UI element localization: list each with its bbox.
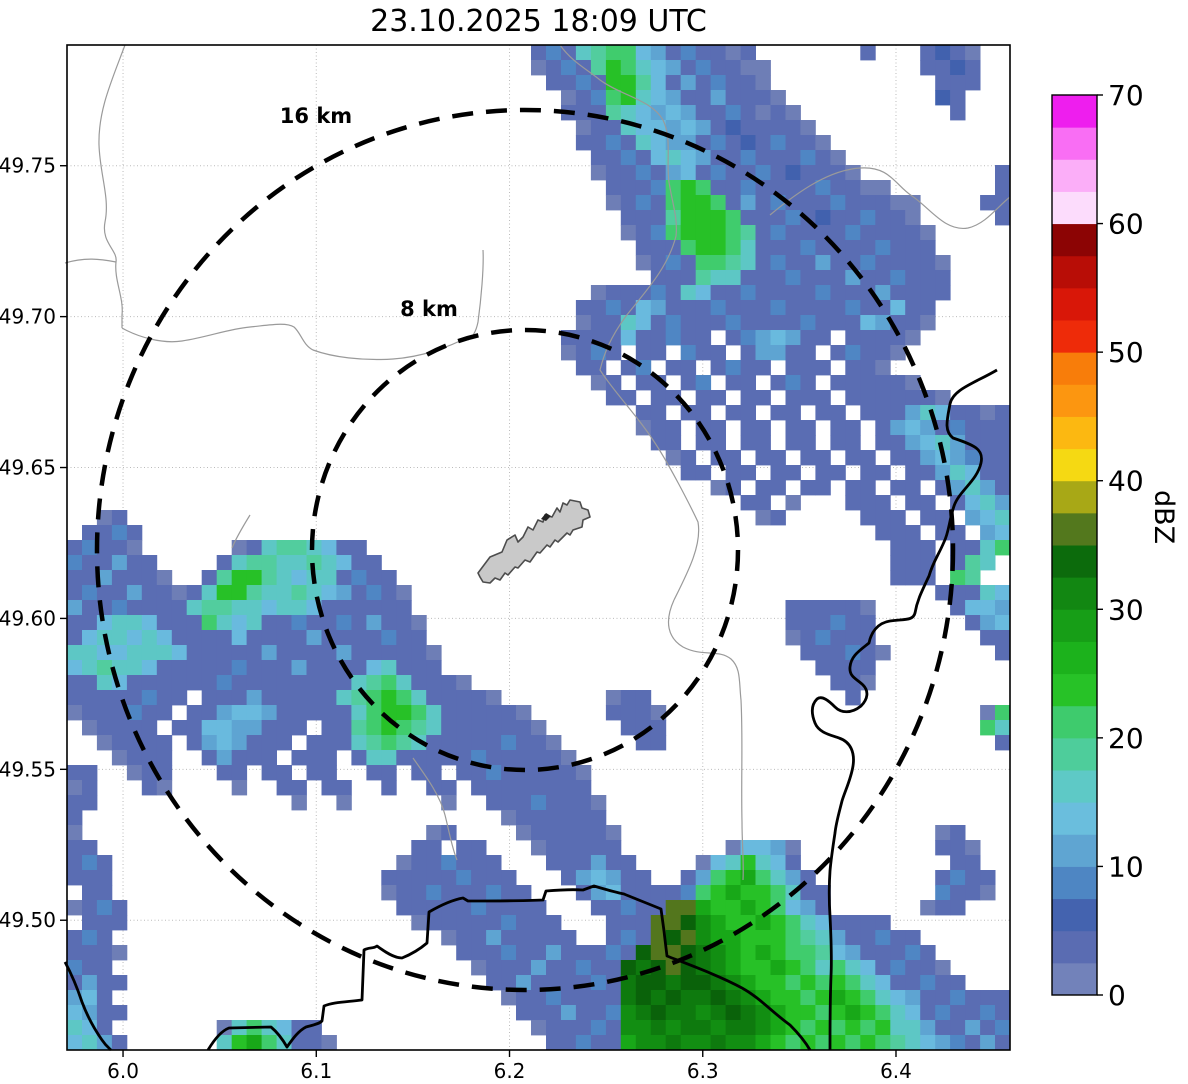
svg-text:49.50: 49.50	[0, 908, 56, 932]
svg-text:6.1: 6.1	[300, 1059, 332, 1083]
svg-text:49.70: 49.70	[0, 305, 56, 329]
range-ring-circles	[94, 107, 956, 993]
svg-text:6.3: 6.3	[687, 1059, 719, 1083]
svg-text:49.60: 49.60	[0, 606, 56, 630]
svg-text:40: 40	[1108, 465, 1144, 498]
svg-text:49.65: 49.65	[0, 456, 56, 480]
svg-text:70: 70	[1108, 79, 1144, 112]
svg-text:30: 30	[1108, 593, 1144, 626]
svg-text:6.2: 6.2	[494, 1059, 526, 1083]
airport-shape	[477, 499, 591, 584]
svg-text:6.4: 6.4	[880, 1059, 912, 1083]
figure-title: 23.10.2025 18:09 UTC	[370, 4, 707, 39]
svg-text:10: 10	[1108, 850, 1144, 883]
svg-text:0: 0	[1108, 979, 1126, 1012]
country-border-lines	[63, 368, 998, 1052]
axes-frame-and-ticks: 6.0 6.1 6.2 6.3 6.4 49.75 49.70 49.65 49.60 49.55…	[0, 44, 1011, 1083]
svg-text:49.75: 49.75	[0, 154, 56, 178]
svg-text:20: 20	[1108, 722, 1144, 755]
range-ring-label-16km: 16 km	[279, 104, 353, 128]
svg-text:60: 60	[1108, 208, 1144, 241]
colorbar-unit-label: dBZ	[1148, 490, 1179, 545]
svg-text:6.0: 6.0	[107, 1059, 139, 1083]
svg-text:50: 50	[1108, 336, 1144, 369]
admin-boundary-lines	[64, 44, 1011, 881]
colorbar: 0 10 20 30 40 50 60 70	[1051, 79, 1144, 1012]
svg-text:49.55: 49.55	[0, 757, 56, 781]
range-ring-label-8km: 8 km	[400, 297, 458, 321]
